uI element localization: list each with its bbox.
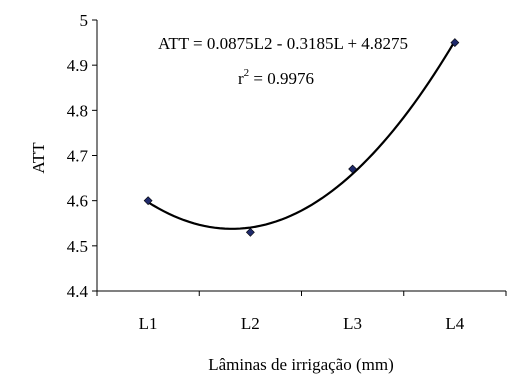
x-tick-label: L2	[241, 314, 260, 333]
y-ticks: 4.4 4.5 4.6 4.7 4.8 4.9 5	[67, 11, 97, 301]
y-tick-label: 4.6	[67, 192, 88, 211]
x-tick-label: L4	[445, 314, 464, 333]
x-ticks: L1 L2 L3 L4	[96, 291, 507, 333]
y-tick-label: 4.4	[67, 282, 89, 301]
x-axis-label: Lâminas de irrigação (mm)	[208, 355, 394, 374]
axes	[96, 20, 506, 292]
data-point-marker	[450, 38, 460, 48]
r-squared-prefix: r	[238, 69, 244, 88]
x-tick-label: L1	[139, 314, 158, 333]
data-point-marker	[143, 196, 153, 206]
r-squared-exponent: 2	[244, 67, 250, 79]
y-tick-label: 4.5	[67, 237, 88, 256]
equation-annotation: ATT = 0.0875L2 - 0.3185L + 4.8275	[158, 34, 408, 53]
x-tick-label: L3	[343, 314, 362, 333]
data-point-marker	[348, 164, 358, 174]
y-tick-label: 4.7	[67, 147, 89, 166]
y-tick-label: 4.9	[67, 56, 88, 75]
y-tick-label: 4.8	[67, 101, 88, 120]
data-point-marker	[245, 227, 255, 237]
y-axis-label: ATT	[29, 142, 48, 174]
trendline	[147, 40, 456, 230]
y-tick-label: 5	[80, 11, 89, 30]
r-squared-value: = 0.9976	[249, 69, 314, 88]
data-points	[143, 38, 460, 237]
r-squared-annotation: r2 = 0.9976	[238, 67, 314, 88]
